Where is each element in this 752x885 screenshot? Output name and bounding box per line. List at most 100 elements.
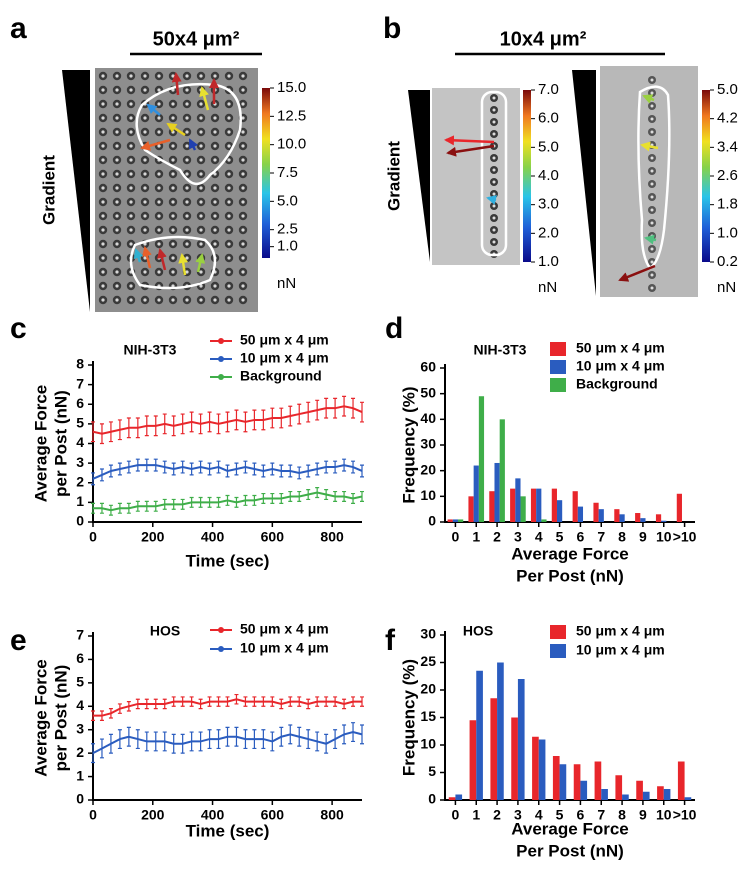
- chart-title: HOS: [150, 623, 180, 639]
- post-center: [185, 130, 189, 134]
- legend-label: Background: [240, 368, 322, 384]
- bar: [511, 717, 518, 800]
- post-center: [241, 116, 245, 120]
- y-tick-label: 5: [76, 415, 84, 431]
- bar: [615, 775, 623, 800]
- post-center: [185, 116, 189, 120]
- post-center: [115, 242, 119, 246]
- colorbar-tick-label: 0.2: [717, 253, 738, 270]
- post-center: [199, 74, 203, 78]
- post-center: [171, 102, 175, 106]
- y-tick-label: 1: [76, 767, 84, 783]
- x-tick-label: 200: [141, 807, 165, 823]
- colorbar-tick-label: 12.5: [277, 107, 306, 124]
- post-center: [157, 130, 161, 134]
- x-tick-label: 4: [535, 529, 543, 545]
- bar: [642, 791, 650, 800]
- x-tick-label: >10: [673, 807, 697, 823]
- colorbar-tick-label: 4.0: [538, 167, 559, 184]
- post-center: [199, 172, 203, 176]
- y-tick-label: 20: [420, 461, 436, 477]
- gradient-label: Gradient: [39, 155, 58, 225]
- post-center: [115, 284, 119, 288]
- arrow: [642, 94, 655, 104]
- bar: [490, 698, 498, 800]
- x-tick-label: 600: [261, 807, 285, 823]
- colorbar: [262, 88, 270, 258]
- post-center: [143, 228, 147, 232]
- post-center: [241, 130, 245, 134]
- legend-label: Background: [576, 376, 658, 392]
- arrow: [188, 138, 199, 151]
- post-center: [227, 298, 231, 302]
- legend-swatch: [550, 342, 566, 356]
- post-center: [241, 270, 245, 274]
- arrow: [444, 135, 495, 146]
- x-tick-label: 800: [320, 807, 344, 823]
- post-center: [199, 116, 203, 120]
- post-center: [650, 78, 654, 82]
- colorbar-tick-label: 7.5: [277, 164, 298, 181]
- x-tick-label: 8: [618, 529, 626, 545]
- x-axis-label: Per Post (nN): [516, 566, 624, 585]
- bar: [476, 670, 483, 800]
- post-center: [115, 130, 119, 134]
- x-axis-label: Time (sec): [186, 551, 270, 570]
- x-tick-label: 7: [597, 529, 605, 545]
- post-center: [492, 96, 496, 100]
- post-center: [115, 200, 119, 204]
- bar: [559, 764, 567, 800]
- post-center: [650, 182, 654, 186]
- series-line: [93, 698, 362, 717]
- bar: [598, 509, 604, 522]
- post-center: [241, 228, 245, 232]
- post-center: [213, 186, 217, 190]
- x-tick-label: 3: [514, 807, 522, 823]
- post-center: [650, 208, 654, 212]
- y-axis-label: Average Force: [31, 659, 50, 776]
- colorbar-tick-label: 1.0: [717, 224, 738, 241]
- axes: [92, 632, 362, 801]
- y-tick-label: 0: [428, 513, 436, 529]
- legend-marker: [218, 374, 224, 380]
- post-center: [171, 172, 175, 176]
- post-center: [129, 228, 133, 232]
- y-tick-label: 5: [428, 763, 436, 779]
- post-center: [101, 144, 105, 148]
- post-center: [241, 214, 245, 218]
- y-tick-label: 60: [420, 359, 436, 375]
- post-center: [241, 172, 245, 176]
- series-line: [92, 464, 363, 480]
- post-center: [157, 256, 161, 260]
- arrow: [486, 195, 497, 205]
- post-center: [199, 200, 203, 204]
- panel-title: 50x4 μm²: [153, 28, 240, 50]
- post-center: [185, 200, 189, 204]
- post-center: [227, 172, 231, 176]
- bar: [538, 739, 546, 800]
- post-center: [213, 284, 217, 288]
- x-tick-label: 4: [535, 807, 543, 823]
- post-center: [157, 116, 161, 120]
- x-tick-label: 3: [514, 529, 522, 545]
- post-center: [171, 130, 175, 134]
- post-center: [143, 200, 147, 204]
- post-center: [241, 74, 245, 78]
- legend-label: 10 μm x 4 μm: [576, 358, 665, 374]
- bar: [515, 478, 521, 522]
- post-center: [199, 158, 203, 162]
- x-tick-label: 1: [472, 529, 480, 545]
- post-center: [185, 102, 189, 106]
- y-tick-label: 8: [76, 356, 84, 372]
- post-center: [650, 104, 654, 108]
- post-center: [143, 172, 147, 176]
- bar: [601, 789, 608, 800]
- bar: [510, 488, 516, 522]
- post-center: [129, 298, 133, 302]
- post-center: [157, 74, 161, 78]
- post-center: [199, 242, 203, 246]
- post-center: [213, 200, 217, 204]
- post-center: [199, 186, 203, 190]
- y-tick-label: 7: [76, 375, 84, 391]
- post-center: [185, 158, 189, 162]
